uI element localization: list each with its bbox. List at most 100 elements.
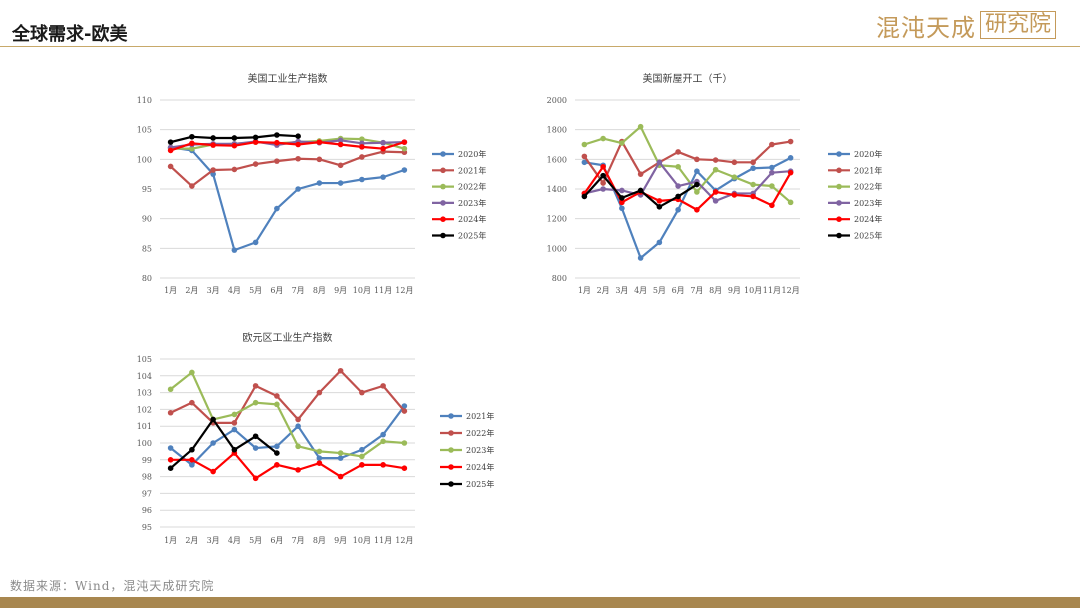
y-tick-label: 95 [142, 523, 152, 532]
data-point [189, 369, 195, 376]
data-point [337, 473, 344, 480]
data-point [731, 159, 738, 166]
data-point [694, 181, 700, 188]
data-point [337, 367, 344, 374]
data-point [252, 134, 259, 141]
x-tick-label: 1月 [164, 286, 177, 295]
data-point [316, 180, 323, 186]
data-point [316, 460, 323, 466]
legend-label: 2020年 [458, 149, 486, 159]
data-point [769, 141, 775, 148]
legend-label: 2021年 [458, 165, 486, 175]
x-tick-label: 12月 [395, 536, 413, 545]
legend-label: 2021年 [854, 165, 882, 175]
data-point [401, 145, 408, 152]
data-point [712, 157, 719, 163]
series-line [169, 371, 405, 458]
y-tick-label: 105 [137, 355, 152, 364]
x-tick-label: 9月 [728, 286, 741, 295]
data-point [252, 399, 259, 406]
data-point [750, 181, 756, 188]
data-point [401, 465, 408, 471]
data-point [637, 187, 644, 194]
data-point [252, 161, 259, 167]
data-point [380, 383, 386, 389]
data-point [750, 165, 756, 172]
data-point [750, 193, 756, 200]
data-point [316, 389, 323, 396]
data-point [731, 192, 738, 198]
data-point [401, 440, 408, 446]
data-point [337, 180, 344, 186]
series-line [584, 125, 792, 204]
x-tick-label: 8月 [709, 286, 722, 295]
data-point [675, 163, 681, 170]
us-industrial-production-chart: 美国工业生产指数 80 85 90 95 100 105 110 1月 2月 3月 4月 5月 6月 7月 8… [137, 72, 487, 295]
data-point [316, 448, 323, 455]
y-tick-label: 2000 [547, 96, 567, 105]
y-tick-label: 95 [142, 185, 152, 194]
data-point [274, 139, 280, 146]
data-point [359, 154, 365, 160]
x-tick-label: 10月 [744, 286, 762, 295]
data-point [401, 408, 408, 414]
data-point [210, 142, 216, 148]
data-point [167, 457, 174, 463]
data-point [787, 155, 794, 161]
data-point [359, 446, 365, 453]
x-tick-label: 11月 [763, 286, 781, 295]
data-point [359, 136, 365, 142]
legend-label: 2025年 [854, 231, 882, 241]
legend-marker [836, 232, 842, 239]
data-point [656, 159, 663, 166]
y-tick-label: 97 [142, 489, 152, 498]
data-point [731, 174, 738, 180]
series-line [170, 451, 405, 480]
legend-label: 2023年 [458, 198, 486, 208]
data-point [210, 135, 216, 141]
data-point [712, 198, 719, 204]
data-point [252, 139, 259, 145]
x-tick-label: 3月 [615, 286, 628, 295]
series-line [583, 165, 792, 211]
legend-marker [440, 183, 446, 190]
legend-marker [448, 447, 454, 453]
data-point [359, 462, 365, 468]
data-point [380, 174, 386, 180]
data-point [295, 186, 301, 192]
y-tick-label: 800 [552, 274, 567, 283]
data-point [231, 420, 238, 426]
data-point [316, 139, 323, 145]
data-point [274, 158, 280, 164]
series-line [170, 369, 406, 424]
data-point [189, 457, 195, 463]
company-logo: 混沌天成 研究院 [876, 10, 1056, 42]
data-point [274, 132, 280, 138]
data-point [189, 399, 195, 406]
data-point [167, 445, 174, 451]
data-point [189, 183, 195, 189]
x-tick-label: 6月 [672, 286, 685, 295]
data-point [637, 255, 644, 261]
data-point [359, 176, 365, 183]
data-point [295, 467, 301, 473]
data-point [189, 145, 195, 152]
x-tick-label: 5月 [249, 286, 262, 295]
x-tick-label: 1月 [578, 286, 591, 295]
data-point [769, 164, 775, 171]
data-point [189, 140, 195, 147]
data-point [189, 133, 195, 140]
data-point [316, 455, 323, 461]
y-tick-label: 85 [142, 244, 152, 253]
data-point [619, 195, 625, 201]
x-tick-label: 9月 [334, 536, 347, 545]
y-tick-label: 100 [137, 155, 152, 164]
logo-box-text: 研究院 [979, 11, 1056, 39]
data-point [380, 462, 386, 468]
data-point [380, 438, 386, 445]
x-tick-label: 1月 [164, 536, 177, 545]
data-point [600, 180, 606, 186]
data-point [252, 445, 259, 451]
x-tick-label: 8月 [313, 536, 326, 545]
y-tick-label: 1200 [547, 215, 567, 224]
